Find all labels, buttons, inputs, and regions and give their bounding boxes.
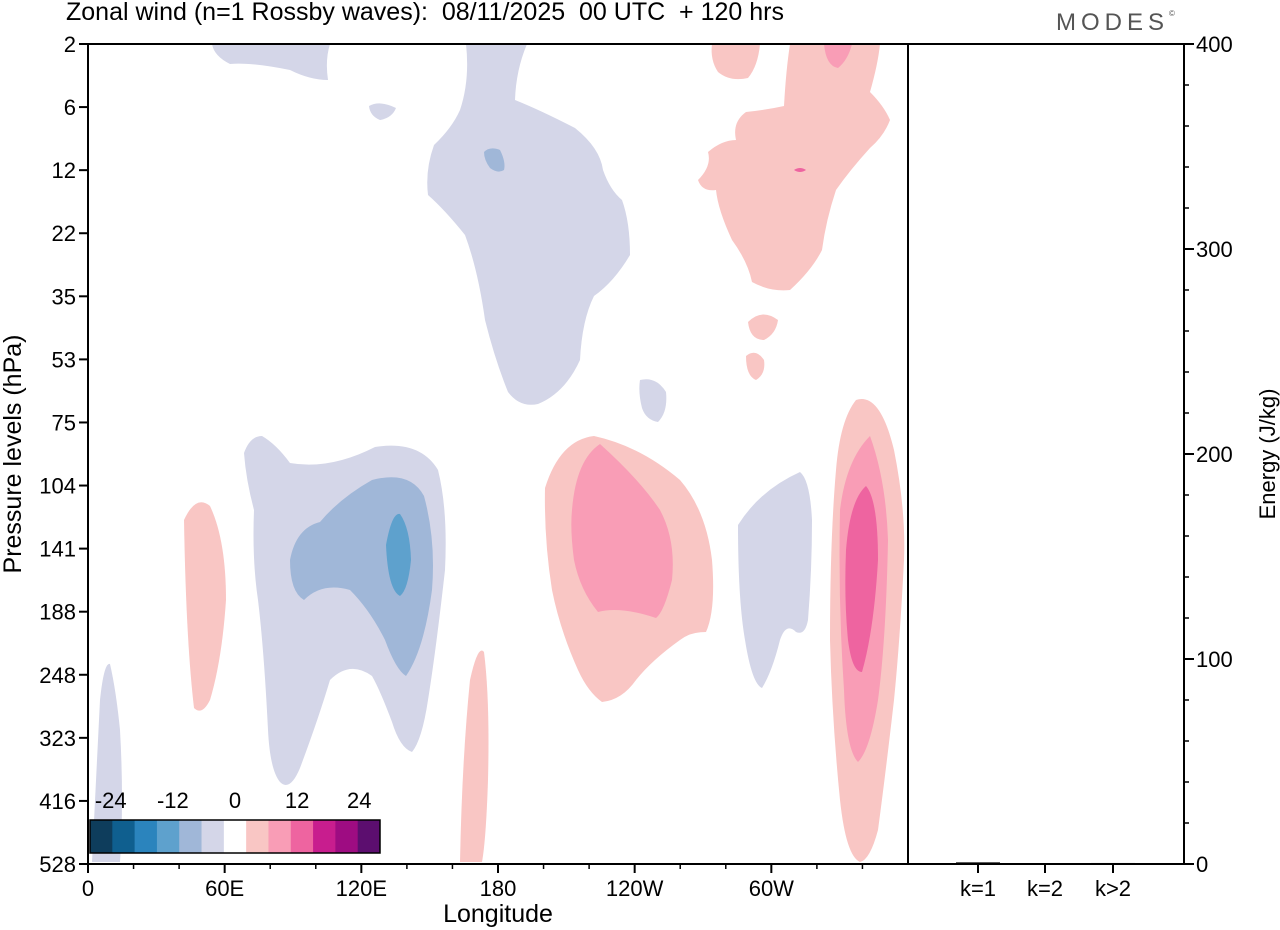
energy-axis-label: Energy (J/kg)	[1255, 389, 1280, 520]
y-tick-label: 248	[39, 663, 76, 688]
energy-tick-label: 300	[1196, 237, 1233, 262]
y-tick-label: 6	[64, 95, 76, 120]
contour-neg-core	[386, 513, 411, 596]
x-tick-label: 180	[480, 876, 517, 901]
colorbar-swatch	[268, 820, 292, 853]
energy-tick-label: 0	[1196, 852, 1208, 877]
colorbar-label: 0	[229, 788, 241, 813]
energy-bar	[1023, 863, 1067, 865]
x-axis: 0 60E 120E 180 120W 60W	[82, 864, 864, 901]
y-tick-label: 75	[52, 410, 76, 435]
colorbar-swatch	[201, 820, 225, 853]
contour-pos-shade-c	[824, 44, 852, 68]
y-tick-label: 35	[52, 284, 76, 309]
colorbar-label: -24	[95, 788, 127, 813]
y-tick-label: 2	[64, 32, 76, 57]
energy-tick-label: 400	[1196, 32, 1233, 57]
colorbar-swatch	[156, 820, 180, 853]
energy-categories: k=1 k=2 k>2	[960, 864, 1131, 901]
colorbar-label: 24	[347, 788, 371, 813]
y-tick-label: 22	[52, 221, 76, 246]
x-tick-label: 0	[82, 876, 94, 901]
colorbar-swatch	[357, 820, 381, 853]
x-tick-label: 60E	[205, 876, 244, 901]
energy-cat-label: k=1	[960, 876, 996, 901]
y-tick-label: 188	[39, 600, 76, 625]
colorbar-swatch	[313, 820, 336, 853]
y-axis-label: Pressure levels (hPa)	[0, 335, 27, 574]
contour-neg-upper-b	[427, 44, 630, 405]
colorbar-swatch	[246, 820, 269, 853]
energy-cat-label: k=2	[1027, 876, 1063, 901]
contour-pos-dot	[794, 168, 806, 172]
x-axis-label: Longitude	[443, 900, 553, 928]
colorbar-swatch	[112, 820, 136, 853]
x-tick-label: 60W	[749, 876, 794, 901]
colorbar-swatch	[335, 820, 359, 853]
colorbar-swatch	[90, 820, 113, 853]
contour-pos-lower-c	[460, 650, 489, 862]
colorbar-frame	[89, 819, 381, 854]
contour-pos-lower-a	[184, 502, 226, 711]
colorbar-swatch	[290, 820, 314, 853]
contour-pos-mid-a	[748, 314, 778, 340]
contour-neg-lower-b	[738, 472, 812, 688]
colorbar-label: -12	[157, 788, 189, 813]
energy-cat-label: k>2	[1095, 876, 1131, 901]
y-tick-label: 528	[39, 852, 76, 877]
energy-bars	[956, 862, 1135, 865]
y-axis-right: 0 100 200 300 400	[1184, 32, 1233, 877]
colorbar-swatch	[223, 820, 247, 853]
colorbar-swatch	[134, 820, 158, 853]
y-tick-label: 53	[52, 347, 76, 372]
modes-logo: MODES©	[1056, 9, 1175, 36]
y-tick-label: 416	[39, 789, 76, 814]
energy-tick-label: 200	[1196, 442, 1233, 467]
energy-tick-label: 100	[1196, 647, 1233, 672]
colorbar: -24 -12 0 12 24	[89, 788, 381, 854]
contour-pos-upper-a	[711, 44, 760, 80]
contour-pos-core	[845, 486, 878, 672]
chart-title: Zonal wind (n=1 Rossby waves): 08/11/202…	[66, 0, 784, 26]
energy-bar	[1091, 862, 1135, 864]
energy-frame	[907, 43, 1185, 865]
contour-pos-shade-a	[571, 444, 673, 618]
contour-neg-upper-c	[369, 103, 396, 120]
y-tick-label: 104	[39, 474, 76, 499]
contour-neg-small	[484, 148, 505, 172]
y-tick-label: 141	[39, 537, 76, 562]
contour-pos-upper-b	[698, 44, 890, 291]
y-axis-left: 2 6 12 22 35 53 75 104 141 188 248 323 416 528	[39, 32, 88, 877]
contour-neg-upper-a	[212, 44, 330, 80]
energy-bar	[956, 862, 1000, 864]
colorbar-label: 12	[285, 788, 309, 813]
contour-pos-mid-b	[746, 352, 765, 380]
y-tick-label: 323	[39, 726, 76, 751]
y-tick-label: 12	[52, 158, 76, 183]
contour-neg-mid-a	[639, 379, 667, 422]
contour-field	[92, 44, 905, 862]
contour-neg-lower-c	[92, 663, 122, 862]
colorbar-swatch	[179, 820, 203, 853]
x-tick-label: 120W	[606, 876, 664, 901]
x-tick-label: 120E	[336, 876, 387, 901]
